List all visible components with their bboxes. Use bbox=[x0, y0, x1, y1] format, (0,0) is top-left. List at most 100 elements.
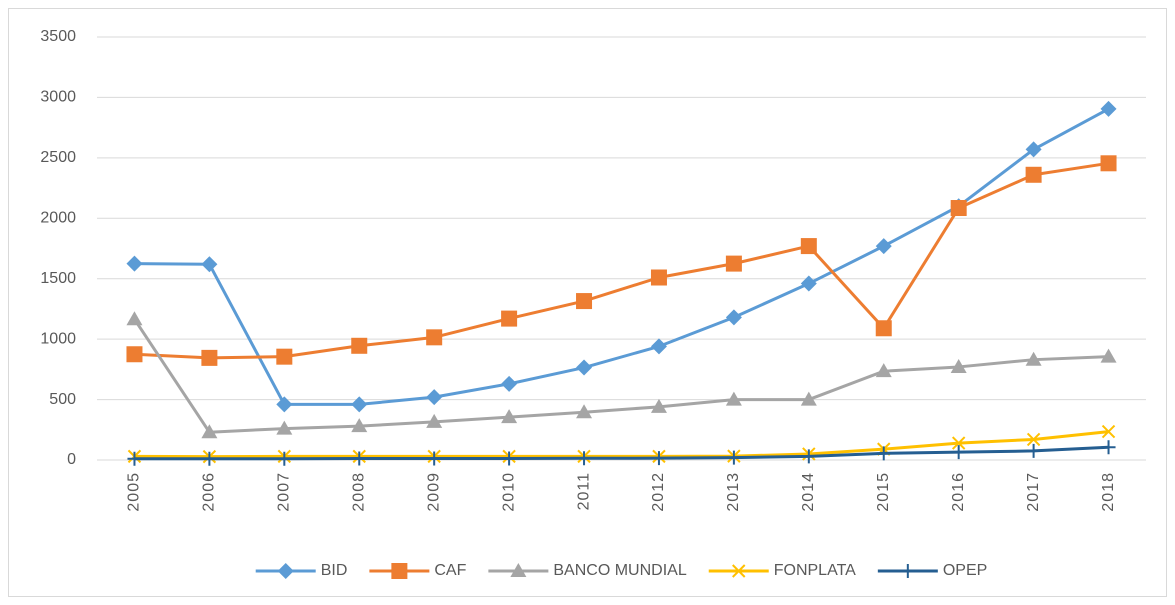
data-point bbox=[1100, 100, 1117, 117]
data-point bbox=[875, 363, 892, 378]
data-point bbox=[426, 413, 443, 428]
y-tick-label: 0 bbox=[67, 451, 76, 468]
data-point bbox=[951, 445, 966, 460]
legend-swatch-marker bbox=[732, 564, 746, 578]
series-line bbox=[133, 318, 1109, 434]
x-tick-label: 2015 bbox=[875, 472, 892, 512]
y-tick-label: 3000 bbox=[40, 89, 76, 106]
legend-label: BID bbox=[321, 562, 348, 579]
data-point bbox=[352, 451, 367, 466]
legend-label: OPEP bbox=[943, 562, 987, 579]
x-tick-label: 2008 bbox=[350, 472, 367, 512]
data-point bbox=[726, 450, 741, 465]
data-point bbox=[800, 275, 817, 292]
data-point bbox=[276, 396, 293, 413]
x-tick-label: 2010 bbox=[500, 472, 517, 512]
x-tick-label: 2005 bbox=[126, 472, 143, 512]
data-point bbox=[1101, 424, 1116, 439]
data-point bbox=[126, 311, 143, 326]
x-tick-label: 2006 bbox=[201, 472, 218, 512]
series-line bbox=[134, 107, 1110, 406]
data-point bbox=[875, 320, 892, 337]
x-tick-label: 2007 bbox=[276, 472, 293, 512]
y-tick-label: 2500 bbox=[40, 149, 76, 166]
data-point bbox=[502, 451, 517, 466]
data-point bbox=[650, 398, 667, 413]
x-tick-label: 2014 bbox=[800, 472, 817, 512]
data-point bbox=[1026, 432, 1041, 447]
data-point bbox=[725, 309, 742, 326]
y-tick-label: 500 bbox=[49, 391, 76, 408]
data-point bbox=[126, 346, 143, 363]
data-point bbox=[351, 337, 368, 354]
data-point bbox=[576, 293, 593, 310]
x-tick-label: 2016 bbox=[950, 472, 967, 512]
legend-swatch-marker bbox=[277, 563, 294, 579]
data-point bbox=[427, 451, 442, 466]
data-point bbox=[501, 310, 518, 327]
data-point bbox=[801, 449, 816, 464]
data-point bbox=[276, 420, 293, 435]
data-point bbox=[501, 375, 518, 392]
data-point bbox=[1101, 440, 1116, 455]
data-point bbox=[650, 269, 667, 286]
data-point bbox=[201, 256, 218, 273]
series-line bbox=[134, 430, 1109, 459]
data-point bbox=[276, 348, 293, 365]
data-point bbox=[951, 436, 966, 450]
x-tick-label: 2012 bbox=[650, 472, 667, 512]
data-point bbox=[126, 255, 143, 272]
series-line bbox=[134, 445, 1109, 461]
data-point bbox=[1100, 348, 1117, 363]
x-tick-label: 2009 bbox=[425, 472, 442, 512]
legend-swatch-marker bbox=[391, 563, 408, 579]
y-tick-label: 2000 bbox=[40, 210, 76, 227]
y-tick-label: 1500 bbox=[40, 270, 76, 287]
legend-label: CAF bbox=[434, 562, 466, 579]
data-point bbox=[202, 451, 217, 466]
data-point bbox=[127, 451, 142, 466]
data-point bbox=[875, 238, 892, 255]
x-tick-label: 2017 bbox=[1025, 472, 1042, 512]
data-point bbox=[201, 424, 218, 439]
y-tick-label: 1000 bbox=[40, 330, 76, 347]
x-tick-label: 2011 bbox=[575, 472, 592, 510]
legend-item: BID bbox=[255, 562, 348, 579]
data-point bbox=[351, 396, 368, 413]
x-tick-label: 2013 bbox=[725, 472, 742, 512]
data-point bbox=[950, 358, 967, 373]
legend-label: FONPLATA bbox=[774, 562, 856, 579]
data-point bbox=[351, 418, 368, 433]
data-point bbox=[876, 446, 891, 461]
data-point bbox=[725, 255, 742, 272]
legend-item: OPEP bbox=[877, 562, 987, 579]
data-point bbox=[426, 329, 443, 346]
data-point bbox=[950, 200, 967, 217]
legend-item: FONPLATA bbox=[708, 562, 856, 579]
legend-item: BANCO MUNDIAL bbox=[488, 562, 687, 579]
data-point bbox=[800, 238, 817, 255]
x-tick-label: 2018 bbox=[1100, 472, 1117, 512]
data-point bbox=[277, 451, 292, 466]
data-point bbox=[1025, 141, 1042, 158]
y-tick-label: 3500 bbox=[40, 28, 76, 45]
legend-swatch-marker bbox=[900, 564, 915, 578]
data-point bbox=[1100, 155, 1117, 172]
data-point bbox=[501, 409, 518, 424]
data-point bbox=[201, 349, 218, 366]
data-point bbox=[725, 391, 742, 406]
series-line bbox=[134, 161, 1109, 360]
legend-item: CAF bbox=[369, 562, 467, 579]
data-point bbox=[576, 404, 593, 419]
legend-label: BANCO MUNDIAL bbox=[553, 562, 686, 579]
data-point bbox=[576, 359, 593, 376]
data-point bbox=[426, 389, 443, 406]
legend-swatch-marker bbox=[510, 563, 527, 577]
data-point bbox=[1025, 351, 1042, 366]
data-point bbox=[800, 391, 817, 406]
data-point bbox=[577, 451, 592, 466]
data-point bbox=[650, 338, 667, 355]
data-point bbox=[651, 451, 666, 466]
data-point bbox=[1026, 443, 1041, 458]
